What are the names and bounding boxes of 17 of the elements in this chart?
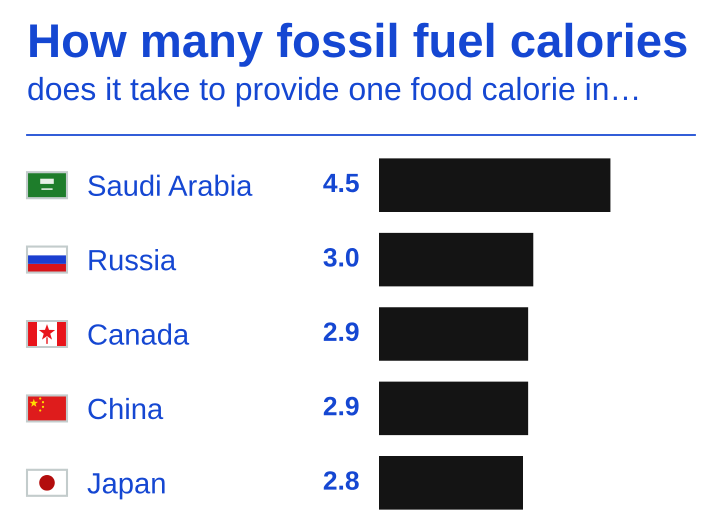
bar [379, 456, 523, 510]
chart-title: How many fossil fuel calories [30, 22, 686, 67]
data-label: 2.8 [324, 471, 359, 490]
y-tick-label: Canada [88, 323, 190, 345]
y-tick-label: Saudi Arabia [88, 174, 252, 196]
bar [379, 382, 528, 436]
y-tick-label: Russia [89, 249, 176, 270]
y-tick-label: China [88, 398, 164, 420]
bar [379, 158, 610, 212]
y-tick-label: Japan [87, 473, 165, 500]
bar [379, 307, 528, 361]
data-label: 4.5 [323, 174, 359, 192]
data-label: 3.0 [323, 248, 358, 267]
data-label: 2.9 [324, 322, 359, 342]
bar [379, 232, 534, 286]
data-label: 2.9 [324, 396, 359, 416]
chart-subtitle: does it take to provide one food calorie in… [28, 76, 638, 107]
